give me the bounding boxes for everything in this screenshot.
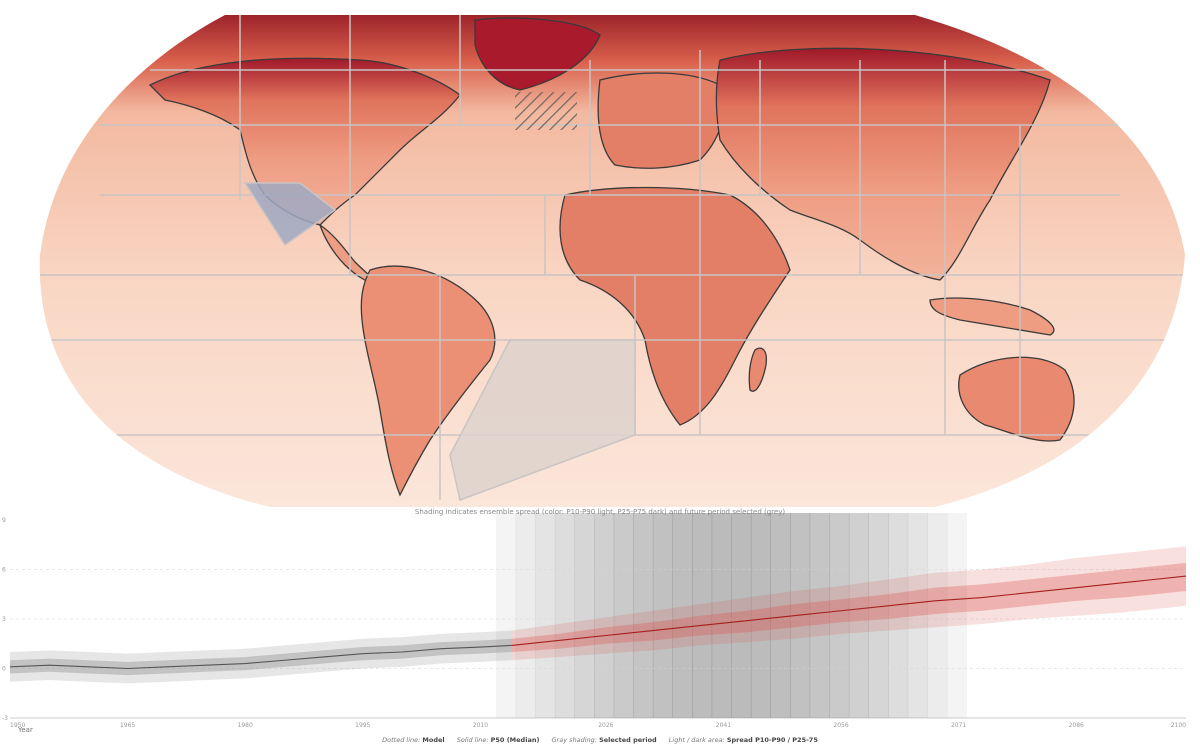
- x-tick-label: 2056: [833, 722, 848, 729]
- selected-period-strip: [809, 513, 830, 718]
- hatched-non-significance-icon: [515, 92, 577, 130]
- chart-gridlines: [10, 569, 1186, 669]
- madagascar: [748, 347, 768, 392]
- historical-p10-p90-band: [10, 630, 512, 684]
- europe: [597, 72, 725, 169]
- y-tick-label: 9: [2, 517, 6, 524]
- y-tick-label: 6: [2, 567, 6, 574]
- greenland: [474, 17, 601, 91]
- selected-period-strip: [711, 513, 732, 718]
- y-tick-label: 0: [2, 666, 6, 673]
- selected-period-strip: [829, 513, 850, 718]
- y-tick-label: 3: [2, 616, 6, 623]
- legend-solid: Solid line: P50 (Median): [456, 736, 540, 744]
- selected-period-strip: [692, 513, 713, 718]
- selected-period-strip: [946, 513, 967, 718]
- x-tick-label: 1965: [120, 722, 135, 729]
- historical-median-line: [9, 644, 512, 670]
- x-tick-label: 1980: [238, 722, 253, 729]
- legend-dotted: Dotted line: Model: [382, 736, 445, 744]
- selected-period-strip: [750, 513, 771, 718]
- south-america: [360, 265, 496, 497]
- selected-period-strip: [888, 513, 909, 718]
- x-tick-label: 2041: [716, 722, 731, 729]
- x-tick-label: 1995: [355, 722, 370, 729]
- selected-period-strip: [672, 513, 693, 718]
- future-median-line: [511, 575, 1187, 646]
- median-lines: [9, 575, 1187, 670]
- selected-land-region[interactable]: [243, 182, 337, 247]
- selected-period-strip: [848, 513, 869, 718]
- selected-period-strip: [594, 513, 615, 718]
- selected-ocean-region[interactable]: [449, 339, 636, 502]
- selected-period-strip: [868, 513, 889, 718]
- selected-period-strip: [574, 513, 595, 718]
- chart-caption: Shading indicates ensemble spread (color…: [414, 508, 786, 516]
- selected-period-strip: [535, 513, 556, 718]
- y-axis-ticks: 9 6 3 0 -3: [2, 517, 8, 722]
- x-tick-label: 1950: [10, 722, 25, 729]
- legend-gray: Gray shading: Selected period: [551, 736, 657, 744]
- x-tick-label: 2086: [1069, 722, 1084, 729]
- australia: [958, 356, 1075, 442]
- y-tick-label: -3: [2, 715, 8, 722]
- selected-period-strip: [633, 513, 654, 718]
- future-p25-p75-band: [511, 562, 1186, 652]
- x-tick-label: 2026: [598, 722, 613, 729]
- chart-legend: Dotted line: Model Solid line: P50 (Medi…: [0, 736, 1200, 744]
- maritime-continent: [929, 297, 1055, 336]
- historical-p25-p75-band: [10, 638, 512, 676]
- future-p10-p90-band: [511, 546, 1186, 661]
- selected-period-strip: [613, 513, 634, 718]
- timeseries-chart[interactable]: 9 6 3 0 -3 1950 1965 1980 1995 2010 2026 2041 2056 2…: [0, 505, 1200, 750]
- selected-period-strip: [770, 513, 791, 718]
- selected-period-strip: [496, 513, 517, 718]
- selected-period-strip: [731, 513, 752, 718]
- asia: [715, 47, 1051, 281]
- world-map[interactable]: [0, 0, 1200, 510]
- x-axis-label: Year: [17, 726, 33, 734]
- selected-period-strip: [554, 513, 575, 718]
- x-tick-label: 2071: [951, 722, 966, 729]
- x-axis-ticks: 1950 1965 1980 1995 2010 2026 2041 2056 2071 2086…: [10, 722, 1186, 729]
- new-zealand: [1087, 438, 1130, 472]
- selected-period-strip: [927, 513, 948, 718]
- x-tick-label: 2100: [1171, 722, 1186, 729]
- x-tick-label: 2010: [473, 722, 488, 729]
- legend-area: Light / dark area: Spread P10-P90 / P25-…: [668, 736, 818, 744]
- selected-period-strip: [652, 513, 673, 718]
- selected-period-strip: [907, 513, 928, 718]
- north-america: [148, 57, 461, 226]
- map-globe: [39, 15, 1185, 507]
- ensemble-spread-bands: [10, 546, 1186, 684]
- selected-period-strip: [515, 513, 536, 718]
